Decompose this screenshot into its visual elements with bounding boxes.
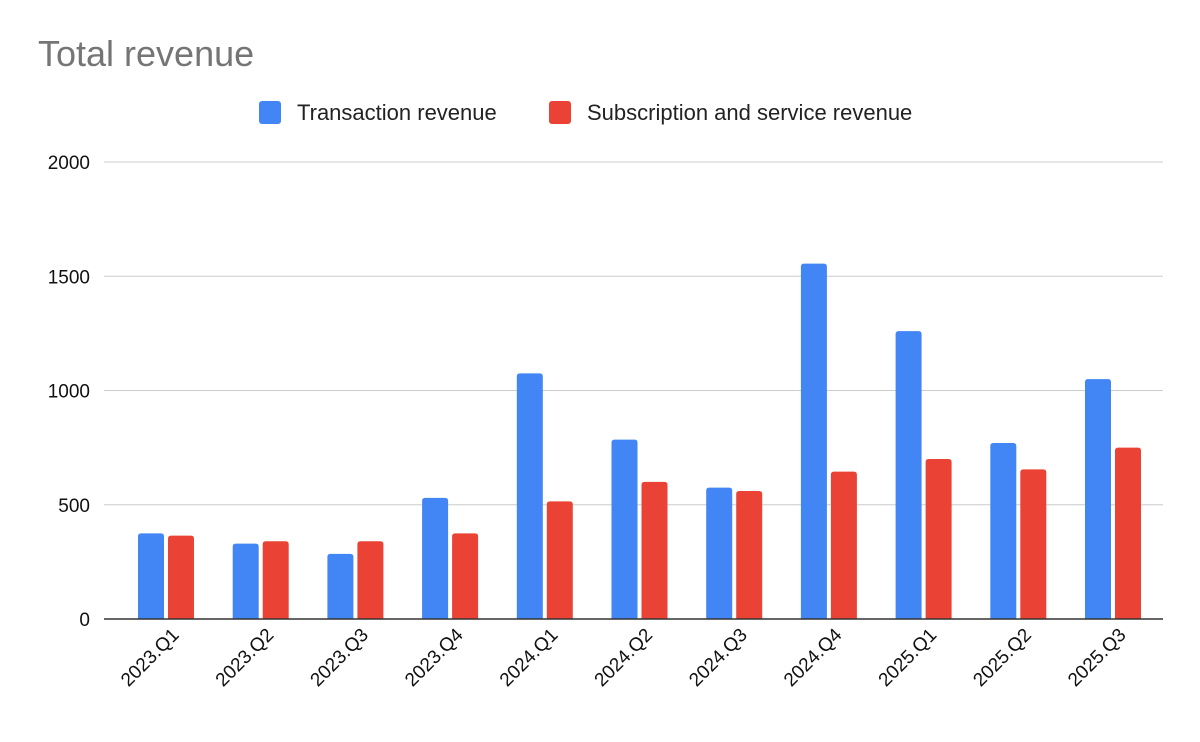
bar-2024.Q3-subscription [736,491,763,619]
bar-2023.Q4-transaction [422,497,449,619]
bar-2023.Q4-subscription [452,533,479,619]
bar-2023.Q3-transaction [327,553,354,619]
legend-swatch-subscription [549,101,571,124]
bar-2023.Q1-subscription [168,535,194,619]
y-tick-label: 500 [58,496,90,517]
x-axis-ticks: 2023.Q1 2023.Q2 2023.Q3 2023.Q4 2024.Q1 2024.… [117,624,1130,691]
bar-2025.Q2-transaction [990,443,1017,619]
bar-2024.Q3-transaction [706,487,733,619]
bar-2025.Q3-subscription [1115,447,1141,619]
x-tick-label: 2023.Q3 [307,625,373,691]
x-tick-label: 2023.Q4 [401,624,468,691]
x-tick-label: 2024.Q3 [685,625,751,691]
bar-2024.Q1-transaction [516,373,543,619]
bars [138,263,1141,619]
bar-2025.Q2-subscription [1020,469,1047,619]
bar-2023.Q2-subscription [262,541,289,619]
bar-2024.Q2-transaction [611,439,638,619]
bar-2025.Q1-subscription [925,459,952,619]
x-tick-label: 2025.Q1 [875,625,941,691]
bar-2025.Q3-transaction [1085,379,1111,619]
x-tick-label: 2023.Q2 [212,625,278,691]
bar-2023.Q1-transaction [138,533,164,619]
x-tick-label: 2025.Q3 [1064,625,1130,691]
bar-2024.Q4-subscription [830,471,857,619]
y-axis-ticks: 0 500 1000 1500 2000 [48,153,90,631]
y-tick-label: 1000 [48,382,90,403]
gridlines [104,161,1163,506]
x-tick-label: 2024.Q4 [780,624,847,691]
y-tick-label: 0 [79,610,90,631]
bar-2025.Q1-transaction [895,331,922,619]
legend: Transaction revenue Subscription and serv… [259,100,912,125]
bar-2024.Q4-transaction [800,263,827,619]
x-tick-label: 2023.Q1 [117,625,183,691]
legend-swatch-transaction [259,101,281,124]
chart-title: Total revenue [38,33,255,74]
bar-2024.Q1-subscription [546,501,573,619]
x-tick-label: 2024.Q2 [591,625,657,691]
legend-label-transaction: Transaction revenue [297,100,497,125]
bar-2023.Q3-subscription [357,541,384,619]
bar-2023.Q2-transaction [232,543,259,619]
x-tick-label: 2024.Q1 [496,625,562,691]
bar-2024.Q2-subscription [641,481,668,619]
x-tick-label: 2025.Q2 [969,625,1035,691]
legend-label-subscription: Subscription and service revenue [587,100,912,125]
y-tick-label: 1500 [48,267,90,288]
y-tick-label: 2000 [48,153,90,174]
